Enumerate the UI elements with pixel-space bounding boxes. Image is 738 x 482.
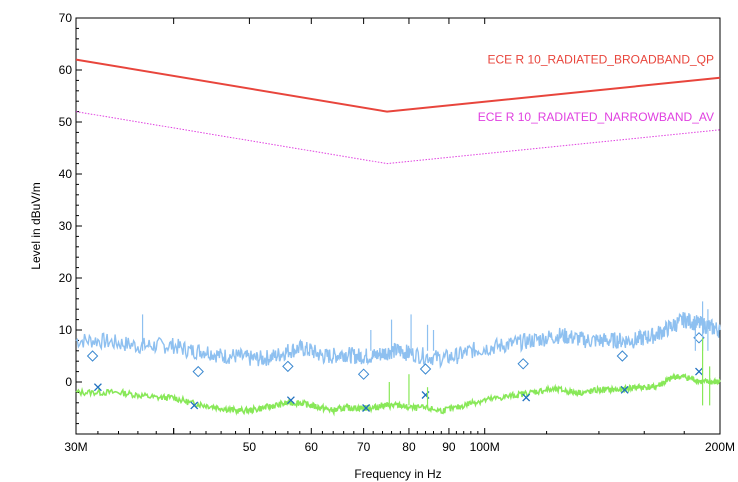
x-tick-label: 30M xyxy=(64,440,87,454)
x-tick-label: 100M xyxy=(470,440,500,454)
x-marker xyxy=(695,367,703,376)
diamond-marker xyxy=(616,350,629,362)
y-tick-label: 60 xyxy=(59,63,73,77)
x-tick-label: 70 xyxy=(357,440,371,454)
x-marker-stroke xyxy=(190,401,199,410)
diamond-marker xyxy=(86,350,99,362)
diamond-marker xyxy=(282,360,294,373)
x-marker-stroke xyxy=(362,404,371,412)
trace-line xyxy=(75,312,721,369)
x-tick-label: 90 xyxy=(442,440,456,454)
diamond-marker xyxy=(419,363,432,375)
y-tick-label: 30 xyxy=(59,219,73,233)
x-marker-stroke xyxy=(93,383,102,392)
plot-frame xyxy=(75,17,721,435)
x-marker-stroke xyxy=(695,367,703,376)
x-marker xyxy=(620,385,629,394)
diamond-marker xyxy=(192,365,204,378)
trace-line xyxy=(75,372,721,417)
x-tick-label: 200M xyxy=(705,440,735,454)
diamond-marker xyxy=(357,368,370,380)
y-tick-label: 40 xyxy=(59,167,73,181)
x-marker-stroke xyxy=(522,393,531,402)
x-marker xyxy=(93,383,102,392)
x-marker xyxy=(522,393,531,402)
y-tick-label: 70 xyxy=(59,11,73,25)
x-tick-label: 60 xyxy=(305,440,319,454)
x-marker xyxy=(190,401,199,410)
y-tick-label: 20 xyxy=(59,271,73,285)
y-tick-label: 50 xyxy=(59,115,73,129)
label-layer: 0 10 20 30 40 50 60 70 30M 50 60 70 80 90 100M 200M Freq… xyxy=(29,11,735,481)
limit-line-label: ECE R 10_RADIATED_NARROWBAND_AV xyxy=(478,110,714,124)
y-tick-label: 10 xyxy=(59,323,73,337)
x-axis-title: Frequency in Hz xyxy=(354,467,441,481)
limit-line-label: ECE R 10_RADIATED_BROADBAND_QP xyxy=(487,53,714,67)
x-marker-stroke xyxy=(620,385,629,394)
data-layer xyxy=(75,58,721,417)
x-tick-label: 50 xyxy=(243,440,257,454)
y-tick-label: 0 xyxy=(65,375,72,389)
x-marker xyxy=(362,404,371,412)
x-marker xyxy=(286,396,295,405)
limit-line xyxy=(75,111,721,165)
diamond-marker xyxy=(517,358,529,370)
axes-layer xyxy=(75,17,721,435)
y-axis-title: Level in dBuV/m xyxy=(29,182,43,269)
x-tick-label: 80 xyxy=(402,440,416,454)
limit-line xyxy=(75,58,721,113)
x-marker-stroke xyxy=(286,396,295,405)
